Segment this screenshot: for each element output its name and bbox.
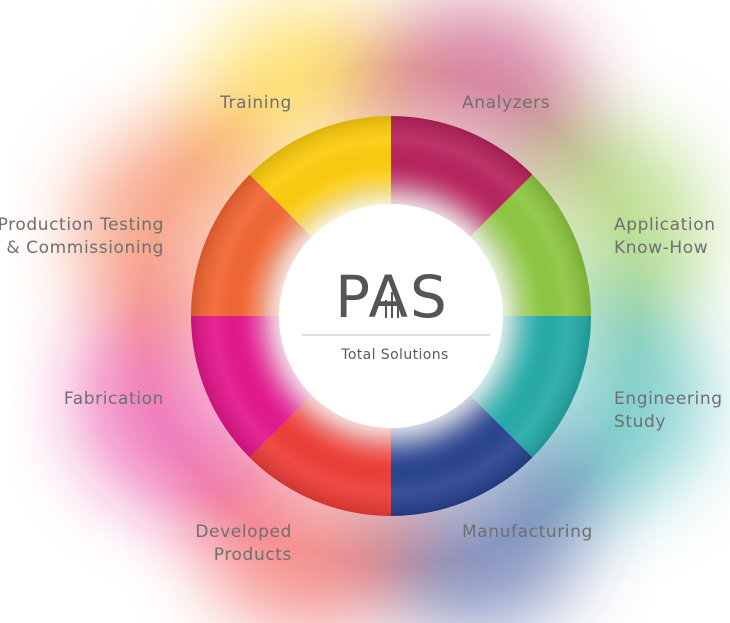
label-line: Production Testing <box>0 215 164 235</box>
label-manufacturing: Manufacturing <box>462 521 593 544</box>
logo-tower-icon <box>385 292 399 318</box>
label-production-testing-commissioning: Production Testing & Commissioning <box>0 214 164 260</box>
label-line: & Commissioning <box>6 238 164 258</box>
label-line: Developed <box>195 522 292 542</box>
label-analyzers: Analyzers <box>462 92 550 115</box>
label-line: Manufacturing <box>462 522 593 542</box>
label-line: Know-How <box>614 238 709 258</box>
label-developed-products: Developed Products <box>195 521 292 567</box>
label-line: Fabrication <box>63 389 164 409</box>
label-application-know-how: Application Know-How <box>614 214 716 260</box>
label-line: Study <box>614 412 667 432</box>
label-line: Products <box>213 545 292 565</box>
label-line: Training <box>220 93 292 113</box>
pas-logo: PAS <box>335 263 447 331</box>
label-line: Application <box>614 215 716 235</box>
label-engineering-study: Engineering Study <box>614 388 723 434</box>
label-line: Engineering <box>614 389 723 409</box>
logo-tagline: Total Solutions <box>341 347 449 363</box>
label-fabrication: Fabrication <box>64 388 164 411</box>
label-line: Analyzers <box>462 93 551 113</box>
label-training: Training <box>220 92 292 115</box>
